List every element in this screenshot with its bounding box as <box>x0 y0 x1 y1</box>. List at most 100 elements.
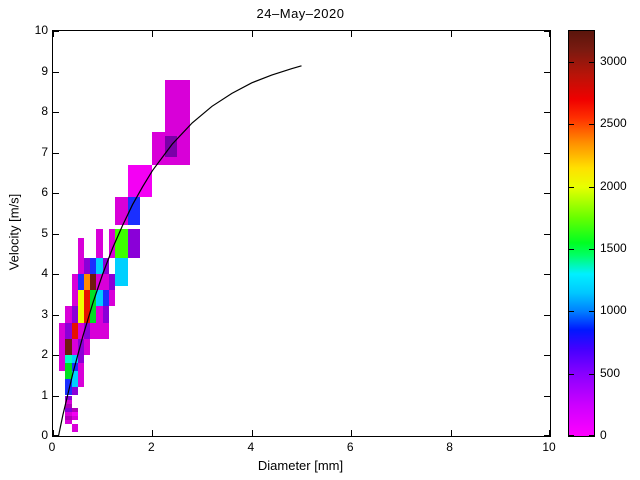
terminal-velocity-curve <box>57 65 302 436</box>
axis-tick <box>252 31 253 37</box>
axis-tick <box>53 274 59 275</box>
colorbar-tick <box>589 374 594 375</box>
heatmap-cell <box>84 322 91 339</box>
axis-tick <box>544 274 550 275</box>
heatmap-cell <box>96 257 103 274</box>
axis-tick <box>53 31 59 32</box>
heatmap-cell <box>59 322 66 339</box>
axis-tick <box>53 435 59 436</box>
heatmap-cell <box>71 387 78 396</box>
heatmap-cell <box>71 415 78 420</box>
heatmap-cell <box>65 363 72 372</box>
heatmap-cell <box>77 338 85 355</box>
colorbar-tick-label: 2500 <box>600 116 627 131</box>
axis-tick <box>544 435 550 436</box>
heatmap-cell <box>59 355 66 364</box>
axis-tick <box>53 315 59 316</box>
heatmap-cell <box>84 257 91 274</box>
heatmap-cell <box>84 338 91 355</box>
colorbar-tick-label: 500 <box>600 365 621 380</box>
axis-tick <box>549 31 550 37</box>
colorbar-tick <box>569 435 574 436</box>
colorbar <box>568 30 595 437</box>
y-axis-label: Velocity [m/s] <box>6 193 22 271</box>
heatmap-cell <box>127 229 140 258</box>
heatmap-cell <box>65 415 72 420</box>
plot-title: 24–May–2020 <box>256 6 345 21</box>
axis-tick <box>549 430 550 436</box>
heatmap-cell <box>65 403 72 408</box>
colorbar-tick-label: 2000 <box>600 178 627 193</box>
axis-tick <box>451 31 452 37</box>
heatmap-cell <box>96 306 103 323</box>
heatmap-cell <box>65 407 72 412</box>
heatmap-cell <box>71 407 78 412</box>
heatmap-cell <box>77 306 85 323</box>
colorbar-tick-label: 3000 <box>600 54 627 69</box>
heatmap-cell <box>90 306 97 323</box>
x-tick-label: 4 <box>247 440 255 454</box>
colorbar-tick <box>589 249 594 250</box>
heatmap-cell <box>77 371 85 380</box>
heatmap-cell <box>71 355 78 364</box>
colorbar-tick-label: 0 <box>600 428 607 442</box>
x-tick-label: 2 <box>148 440 155 454</box>
axis-tick <box>451 430 452 436</box>
heatmap-cell <box>59 338 66 355</box>
axis-tick <box>544 355 550 356</box>
colorbar-tick <box>589 62 594 63</box>
axis-tick <box>53 153 59 154</box>
x-tick-label: 10 <box>542 440 556 454</box>
axis-tick <box>53 234 59 235</box>
y-tick-label: 6 <box>41 185 48 199</box>
colorbar-tick <box>569 311 574 312</box>
colorbar-tick <box>569 374 574 375</box>
heatmap-cell <box>65 306 72 323</box>
heatmap-cell <box>77 274 85 291</box>
x-tick-label: 8 <box>446 440 453 454</box>
heatmap-cell <box>77 322 85 339</box>
heatmap-cell <box>65 411 72 416</box>
heatmap-cell <box>65 395 72 400</box>
heatmap-cell <box>65 371 72 380</box>
axis-tick <box>53 72 59 73</box>
y-tick-label: 5 <box>41 225 48 240</box>
axis-tick <box>544 193 550 194</box>
x-tick-label: 0 <box>48 440 56 454</box>
heatmap-cell <box>108 290 116 307</box>
y-tick-label: 10 <box>34 23 48 37</box>
y-tick-label: 3 <box>41 306 48 321</box>
heatmap-cell <box>96 322 103 339</box>
heatmap-cell <box>84 290 91 307</box>
axis-tick <box>351 31 352 37</box>
y-tick-label: 0 <box>41 428 48 442</box>
heatmap-cell <box>152 132 165 165</box>
axis-tick <box>544 112 550 113</box>
heatmap-cell <box>77 363 85 372</box>
heatmap-cell <box>108 229 116 258</box>
heatmap-cell <box>65 399 72 404</box>
colorbar-tick <box>569 124 574 125</box>
heatmap-cell <box>65 322 72 339</box>
x-axis-label: Diameter [mm] <box>257 458 344 473</box>
heatmap-cell <box>77 290 85 307</box>
colorbar-tick-label: 1000 <box>600 303 627 318</box>
y-tick-label: 1 <box>41 387 48 402</box>
heatmap-cell <box>102 274 109 291</box>
colorbar-tick <box>589 124 594 125</box>
colorbar-tick <box>589 187 594 188</box>
heatmap-cell <box>90 290 97 307</box>
colorbar-tick <box>569 187 574 188</box>
colorbar-tick <box>569 249 574 250</box>
axis-tick <box>53 355 59 356</box>
heatmap-cell <box>96 229 103 258</box>
heatmap-cell <box>115 197 128 226</box>
colorbar-tick <box>589 311 594 312</box>
axis-tick <box>53 193 59 194</box>
axis-tick <box>544 72 550 73</box>
y-tick-label: 9 <box>41 63 48 78</box>
heatmap-cell <box>102 322 109 339</box>
colorbar-tick <box>569 62 574 63</box>
heatmap-cell <box>71 338 78 355</box>
